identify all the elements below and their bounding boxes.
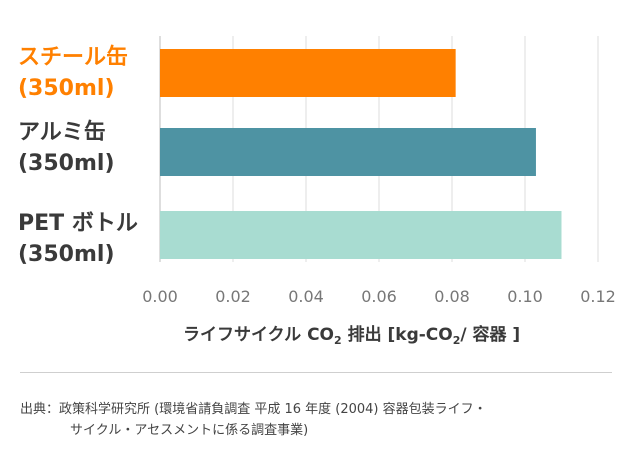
category-label-aluminum-can: アルミ缶 (350ml) bbox=[18, 117, 115, 179]
x-tick-label: 0.02 bbox=[215, 287, 251, 306]
category-label-steel-can: スチール缶 (350ml) bbox=[18, 42, 128, 104]
bars bbox=[160, 49, 562, 259]
category-label-line2: (350ml) bbox=[18, 76, 115, 101]
divider bbox=[20, 372, 612, 373]
category-label-line1: スチール缶 bbox=[18, 45, 129, 70]
category-label-line2: (350ml) bbox=[18, 151, 115, 176]
bar bbox=[160, 211, 562, 259]
source-line-1: 出典：政策科学研究所 (環境省請負調査 平成 16 年度 (2004) 容器包装… bbox=[20, 402, 487, 417]
x-tick-label: 0.00 bbox=[142, 287, 178, 306]
category-label-line1: アルミ缶 bbox=[18, 120, 106, 145]
x-tick-label: 0.06 bbox=[361, 287, 397, 306]
category-label-pet-bottle: PET ボトル (350ml) bbox=[18, 208, 138, 270]
x-tick-labels: 0.00 0.02 0.04 0.06 0.08 0.10 0.12 bbox=[142, 287, 616, 306]
x-axis-title: ライフサイクル CO2 排出 [kg-CO2/ 容器 ] bbox=[183, 325, 521, 347]
x-tick-label: 0.12 bbox=[580, 287, 616, 306]
category-label-line2: (350ml) bbox=[18, 242, 115, 267]
source-line-2: サイクル・アセスメントに係る調査事業) bbox=[70, 423, 309, 438]
x-tick-label: 0.10 bbox=[507, 287, 543, 306]
x-tick-label: 0.08 bbox=[434, 287, 470, 306]
x-tick-label: 0.04 bbox=[288, 287, 324, 306]
category-label-line1: PET ボトル bbox=[18, 211, 138, 236]
source-note: 出典：政策科学研究所 (環境省請負調査 平成 16 年度 (2004) 容器包装… bbox=[20, 399, 487, 441]
bar bbox=[160, 49, 456, 97]
bar bbox=[160, 128, 536, 176]
